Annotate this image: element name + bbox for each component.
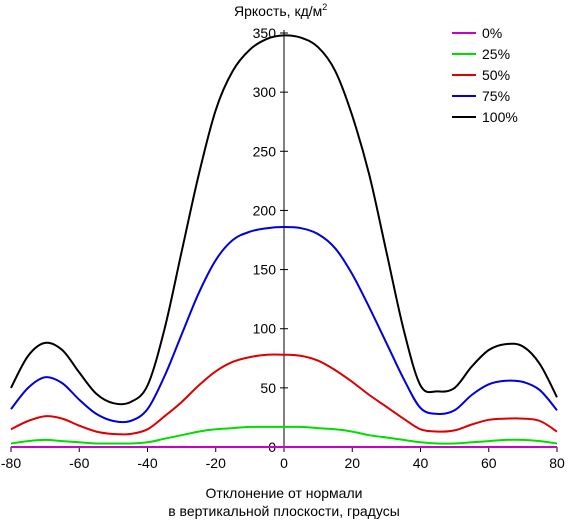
y-axis-label-superscript: 2 <box>322 2 327 12</box>
x-axis-label-line1: Отклонение от нормали <box>206 485 363 501</box>
y-axis-label: Яркость, кд/м2 <box>234 2 327 19</box>
x-tick-label: 20 <box>344 455 360 471</box>
legend-label: 0% <box>482 25 502 41</box>
series-line-50pct <box>10 353 558 436</box>
legend-label: 50% <box>482 67 510 83</box>
legend-label: 75% <box>482 88 510 104</box>
plot-area <box>10 34 558 448</box>
y-tick-label: 350 <box>253 25 277 41</box>
x-tick-label: -80 <box>1 455 21 471</box>
y-tick-label: 50 <box>260 380 276 396</box>
x-tick-label: 0 <box>280 455 288 471</box>
legend-label: 25% <box>482 46 510 62</box>
y-tick-label: 100 <box>253 321 277 337</box>
x-tick-label: -60 <box>69 455 89 471</box>
axes: -80 -60 -40 -20 0 20 40 60 800501001502002503003… <box>1 25 565 471</box>
y-tick-label: 300 <box>253 84 277 100</box>
x-tick-label: 40 <box>413 455 429 471</box>
y-tick-label: 150 <box>253 262 277 278</box>
series-line-25pct <box>10 425 558 445</box>
x-tick-label: -40 <box>137 455 157 471</box>
x-tick-label: 60 <box>481 455 497 471</box>
y-tick-label: 250 <box>253 143 277 159</box>
series-line-75pct <box>10 226 558 424</box>
y-tick-label: 200 <box>253 202 277 218</box>
x-axis-label-line2: в вертикальной плоскости, градусы <box>168 503 400 519</box>
x-tick-label: -20 <box>206 455 226 471</box>
legend-label: 100% <box>482 109 518 125</box>
series-line-100pct <box>10 34 558 406</box>
y-axis-label-text: Яркость, кд/м <box>234 3 322 19</box>
x-tick-label: 80 <box>549 455 565 471</box>
legend: 0% 25% 50% 75% 100% <box>452 25 518 125</box>
